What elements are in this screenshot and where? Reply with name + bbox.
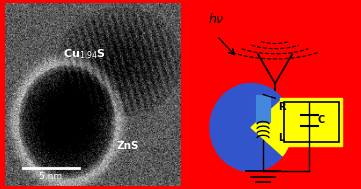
Text: C: C [318,115,325,125]
Text: Cu$_{1.94}$S: Cu$_{1.94}$S [63,47,106,61]
Wedge shape [251,99,292,156]
Bar [284,102,339,142]
Text: R: R [279,102,286,112]
Text: ZnS: ZnS [117,141,139,151]
Circle shape [210,84,292,171]
Bar [256,94,270,122]
Bar [280,98,342,146]
Text: L: L [279,133,285,143]
Text: 5 nm: 5 nm [39,173,62,181]
Text: $h\nu$: $h\nu$ [209,12,225,26]
